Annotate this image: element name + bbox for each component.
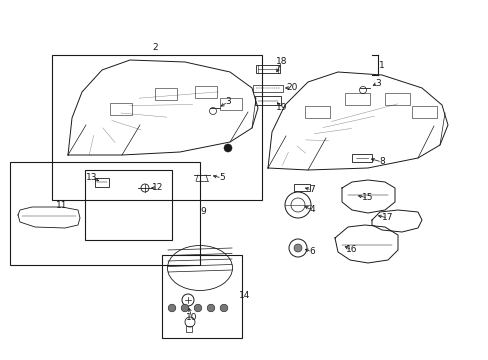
Text: 20: 20 xyxy=(286,84,297,93)
Text: 18: 18 xyxy=(276,58,287,67)
Bar xyxy=(351,154,371,162)
Bar xyxy=(256,65,280,73)
Bar xyxy=(185,326,192,332)
Text: 10: 10 xyxy=(186,314,197,323)
Circle shape xyxy=(293,244,302,252)
Text: 2: 2 xyxy=(152,44,158,53)
Circle shape xyxy=(207,304,214,312)
Bar xyxy=(155,88,177,100)
Text: 8: 8 xyxy=(378,158,384,166)
Bar xyxy=(85,170,172,240)
Text: 13: 13 xyxy=(86,174,98,183)
Bar xyxy=(110,103,132,115)
Text: 15: 15 xyxy=(362,194,373,202)
Bar xyxy=(411,106,436,118)
Text: 16: 16 xyxy=(346,246,357,255)
Circle shape xyxy=(181,304,188,312)
Bar xyxy=(95,178,109,187)
Text: 3: 3 xyxy=(374,78,380,87)
Bar xyxy=(10,162,200,265)
Circle shape xyxy=(168,304,176,312)
Text: 4: 4 xyxy=(308,206,314,215)
Text: 14: 14 xyxy=(239,292,250,301)
Text: 7: 7 xyxy=(308,185,314,194)
Text: 19: 19 xyxy=(276,104,287,112)
Bar xyxy=(252,85,283,92)
Bar xyxy=(305,106,329,118)
Bar xyxy=(384,93,409,105)
Text: 17: 17 xyxy=(382,213,393,222)
Text: 12: 12 xyxy=(152,184,163,193)
Bar xyxy=(345,93,369,105)
Bar xyxy=(220,98,242,110)
Circle shape xyxy=(194,304,202,312)
Bar xyxy=(52,55,262,200)
Text: 11: 11 xyxy=(56,201,68,210)
Bar xyxy=(162,255,242,338)
Text: 6: 6 xyxy=(308,248,314,256)
Text: 1: 1 xyxy=(378,60,384,69)
Text: 3: 3 xyxy=(224,98,230,107)
Bar xyxy=(195,86,217,98)
Bar xyxy=(293,184,309,190)
Bar xyxy=(254,96,281,105)
Circle shape xyxy=(224,144,231,152)
Text: 5: 5 xyxy=(219,174,224,183)
Text: 9: 9 xyxy=(200,207,205,216)
Circle shape xyxy=(220,304,227,312)
